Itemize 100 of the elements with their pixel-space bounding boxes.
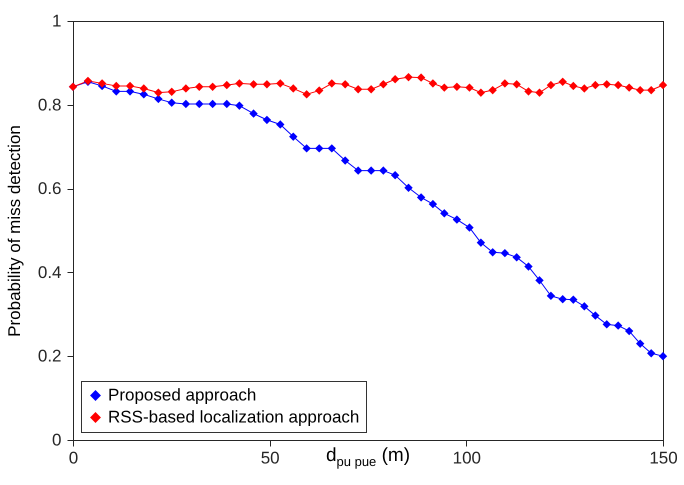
point: [354, 85, 362, 94]
point: [328, 144, 336, 153]
point: [476, 238, 486, 247]
point: [315, 144, 324, 153]
point: [140, 90, 148, 99]
point: [488, 248, 497, 256]
y-tick-label: 0: [52, 430, 62, 450]
point: [195, 82, 204, 91]
point: [614, 321, 622, 330]
point: [208, 100, 217, 108]
point: [249, 109, 258, 118]
point: [126, 82, 134, 90]
point: [366, 166, 376, 175]
point: [624, 326, 634, 336]
point: [416, 73, 426, 82]
point: [512, 253, 521, 262]
point: [154, 88, 163, 97]
point: [154, 94, 163, 104]
point: [262, 80, 272, 88]
point: [440, 83, 448, 92]
point: [591, 311, 600, 320]
point: [452, 215, 462, 224]
point: [208, 82, 217, 91]
point: [500, 248, 510, 258]
point: [524, 87, 533, 96]
point: [647, 349, 656, 358]
point: [98, 79, 106, 88]
point: [182, 100, 190, 108]
point: [524, 262, 533, 271]
point: [404, 184, 413, 192]
x-tick-label: 0: [68, 448, 78, 468]
point: [276, 79, 284, 88]
point: [591, 80, 600, 90]
legend-label: Proposed approach: [108, 386, 256, 404]
point: [465, 223, 474, 232]
y-tick-label: 0.2: [38, 346, 62, 366]
point: [341, 80, 350, 88]
point: [315, 86, 324, 95]
point: [404, 72, 413, 82]
point: [614, 80, 622, 90]
point: [195, 100, 204, 108]
point: [535, 88, 544, 97]
point: [500, 79, 510, 88]
point: [249, 80, 258, 88]
point: [512, 80, 521, 88]
point: [658, 352, 668, 360]
point: [440, 209, 448, 218]
point: [558, 295, 567, 304]
point: [366, 85, 376, 94]
point: [289, 132, 298, 141]
y-tick-label: 0.6: [38, 179, 62, 198]
point: [647, 86, 656, 94]
legend-label: RSS-based localization approach: [108, 408, 360, 426]
point: [390, 75, 400, 84]
point: [428, 200, 438, 208]
point: [580, 302, 589, 311]
point: [465, 83, 474, 92]
point: [140, 84, 148, 93]
point: [289, 84, 298, 93]
point: [276, 120, 284, 129]
point: [112, 82, 120, 90]
point: [390, 171, 400, 180]
point: [379, 80, 388, 88]
y-tick-label: 0.4: [38, 262, 62, 282]
point: [546, 292, 556, 300]
point: [569, 295, 578, 304]
point: [222, 80, 231, 90]
point: [624, 83, 634, 92]
point: [222, 100, 231, 108]
point: [302, 144, 311, 153]
point: [535, 276, 544, 285]
point: [580, 84, 589, 93]
point: [262, 116, 272, 124]
point: [558, 78, 567, 86]
point: [602, 80, 611, 88]
point: [636, 86, 644, 94]
point: [341, 156, 350, 165]
point: [546, 80, 556, 90]
y-tick-label: 1: [52, 12, 62, 30]
x-tick-label: 100: [452, 448, 482, 468]
point: [452, 82, 462, 91]
point: [658, 80, 668, 90]
y-axis-title: Probability of miss detection: [4, 125, 24, 337]
point: [328, 79, 336, 88]
point: [379, 166, 388, 175]
x-tick-label: 50: [260, 448, 280, 468]
point: [476, 88, 486, 97]
y-tick-label: 0.8: [38, 95, 62, 114]
point: [235, 101, 244, 110]
point: [428, 79, 438, 88]
point: [168, 88, 176, 96]
point: [302, 90, 311, 99]
point: [235, 79, 244, 88]
point: [488, 86, 497, 94]
point: [354, 166, 362, 175]
point: [168, 98, 176, 107]
x-tick-label: 150: [649, 448, 678, 468]
point: [602, 320, 611, 329]
point: [182, 84, 190, 93]
point: [569, 82, 578, 90]
